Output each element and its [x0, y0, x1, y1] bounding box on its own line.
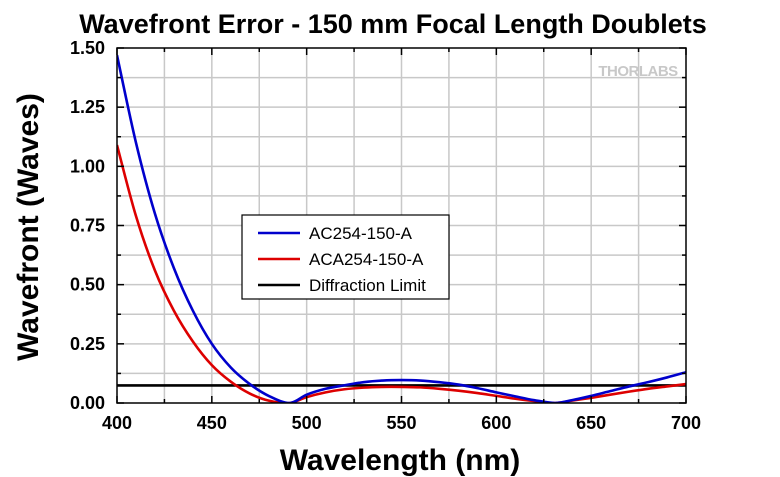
x-tick-label: 700: [671, 413, 701, 433]
x-tick-label: 450: [197, 413, 227, 433]
ticks: [116, 47, 687, 404]
y-tick-label: 1.50: [70, 38, 105, 58]
x-tick-label: 500: [292, 413, 322, 433]
y-axis-label: Wavefront (Waves): [12, 93, 45, 361]
x-tick-label: 650: [576, 413, 606, 433]
y-tick-label: 1.25: [70, 97, 105, 117]
y-tick-label: 0.75: [70, 216, 105, 236]
x-tick-label: 550: [386, 413, 416, 433]
tick-labels: 400 450 500 550 600 650 700 0.00 0.25 0.50 0.75 1.0…: [70, 38, 701, 433]
x-axis-label: Wavelength (nm): [280, 444, 521, 477]
y-tick-label: 0.25: [70, 334, 105, 354]
y-tick-label: 0.00: [70, 393, 105, 413]
legend: AC254-150-A ACA254-150-A Diffraction Limit: [241, 214, 450, 300]
x-tick-label: 400: [102, 413, 132, 433]
chart-title: Wavefront Error - 150 mm Focal Length Do…: [79, 9, 707, 39]
legend-label: ACA254-150-A: [309, 250, 424, 269]
legend-label: AC254-150-A: [309, 224, 413, 243]
legend-label: Diffraction Limit: [309, 276, 426, 295]
x-tick-label: 600: [481, 413, 511, 433]
y-tick-label: 1.00: [70, 156, 105, 176]
series-line-ac254-150-a: [117, 54, 686, 403]
y-tick-label: 0.50: [70, 275, 105, 295]
